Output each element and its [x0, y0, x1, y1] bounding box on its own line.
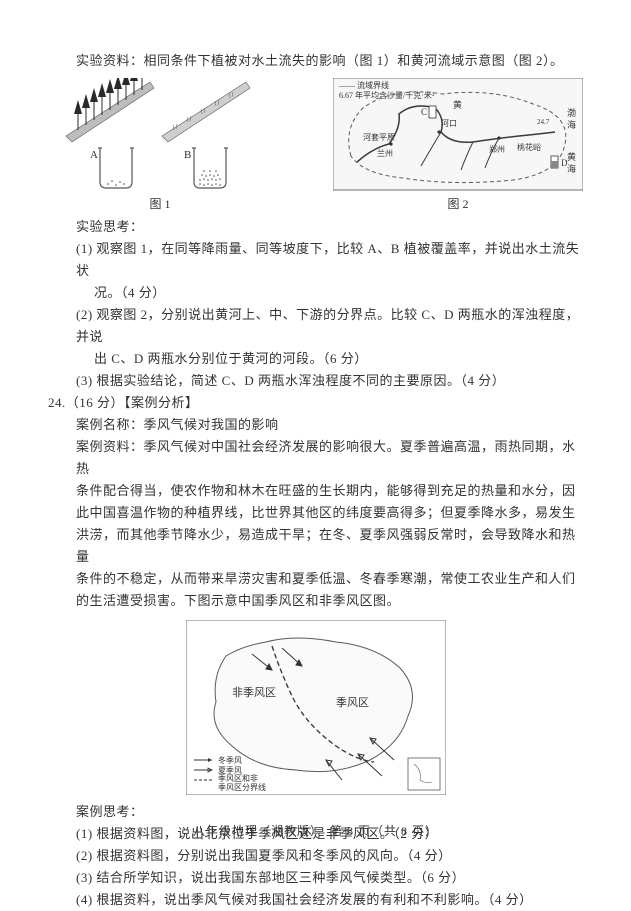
svg-text:渤: 渤 [567, 107, 576, 118]
svg-text:24.7: 24.7 [537, 118, 550, 126]
exp-q2-line1: (2) 观察图 2，分别说出黄河上、中、下游的分界点。比较 C、D 两瓶水的浑浊… [48, 304, 583, 348]
case-think-title: 案例思考： [48, 801, 583, 823]
svg-text:河口: 河口 [441, 118, 457, 128]
svg-text:A: A [90, 149, 98, 161]
case-q2: (2) 根据资料图，分别说出我国夏季风和冬季风的风向。（4 分） [48, 845, 583, 867]
case-name: 案例名称：季风气候对我国的影响 [48, 414, 583, 436]
svg-text:河套平原: 河套平原 [363, 132, 395, 142]
svg-text:黄: 黄 [453, 99, 462, 110]
exp-think-title: 实验思考： [48, 216, 583, 238]
fig2-legend1: —— 流域界线 [338, 80, 389, 90]
map-nonmonsoon-label: 非季风区 [232, 686, 276, 699]
figure-1-svg: A B [64, 78, 256, 193]
case-text-1: 条件配合得当，使农作物和林木在旺盛的生长期内，能够得到充足的热量和水分，因 [48, 480, 583, 502]
figure-1-box: A B [64, 78, 256, 212]
figure-2-caption: 图 2 [447, 195, 468, 212]
exp-q2-line2: 出 C、D 两瓶水分别位于黄河的河段。（6 分） [48, 348, 583, 370]
exam-page: 实验资料：相同条件下植被对水土流失的影响（图 1）和黄河流域示意图（图 2）。 [0, 0, 631, 863]
svg-text:B: B [184, 149, 191, 161]
case-q3: (3) 结合所学知识，说出我国东部地区三种季风气候类型。（6 分） [48, 867, 583, 889]
map-monsoon-label: 季风区 [336, 696, 369, 709]
svg-text:C: C [421, 107, 427, 117]
svg-text:兰州: 兰州 [377, 148, 393, 158]
case-text-0: 案例资料：季风气候对中国社会经济发展的影响很大。夏季普遍高温，雨热同期，水热 [48, 436, 583, 480]
china-map-svg: 非季风区 季风区 冬季风 夏季风 [186, 620, 446, 795]
figure-row: A B [48, 78, 583, 212]
figure-2-box: —— 流域界线 6.67 年平均含沙量/千克·米³ C [333, 78, 583, 212]
map-legend-winter: 冬季风 [218, 755, 242, 765]
exp-q1-line1: (1) 观察图 1，在同等降雨量、同等坡度下，比较 A、B 植被覆盖率，并说出水… [48, 238, 583, 282]
case-q4: (4) 根据资料，说出季风气候对我国社会经济发展的有利和不利影响。（4 分） [48, 889, 583, 911]
svg-text:郑州: 郑州 [489, 144, 505, 154]
map-legend-line2: 季风区分界线 [218, 782, 266, 792]
svg-text:黄: 黄 [567, 151, 576, 162]
case-text-3: 洪涝，而其他季节降水少，易造成干旱；在冬、夏季风强弱反常时，会导致降水和热量 [48, 524, 583, 568]
case-text-2: 此中国喜温作物的种植界线，比世界其他区的纬度要高得多；但夏季降水多，易发生 [48, 502, 583, 524]
case-text-4: 条件的不稳定，从而带来旱涝灾害和夏季低温、冬春季寒潮，常使工农业生产和人们 [48, 568, 583, 590]
exp-q1-line2: 况。（4 分） [48, 282, 583, 304]
page-footer: 八年级地理（湘教版） 第 8 页（共 8 页） [0, 822, 631, 839]
intro-text: 实验资料：相同条件下植被对水土流失的影响（图 1）和黄河流域示意图（图 2）。 [48, 50, 583, 72]
svg-text:海: 海 [567, 163, 576, 174]
china-map-wrap: 非季风区 季风区 冬季风 夏季风 [48, 620, 583, 795]
case-text-5: 的生活遭受损害。下图示意中国季风区和非季风区图。 [48, 590, 583, 612]
map-legend-line1: 季风区和非 [218, 773, 258, 783]
figure-1-caption: 图 1 [149, 195, 170, 212]
svg-text:海: 海 [567, 119, 576, 130]
svg-text:桃花峪: 桃花峪 [517, 142, 541, 152]
figure-2-svg: —— 流域界线 6.67 年平均含沙量/千克·米³ C [333, 78, 583, 193]
q24-header: 24.（16 分）【案例分析】 [48, 392, 583, 414]
exp-q3: (3) 根据实验结论，简述 C、D 两瓶水浑浊程度不同的主要原因。（4 分） [48, 370, 583, 392]
